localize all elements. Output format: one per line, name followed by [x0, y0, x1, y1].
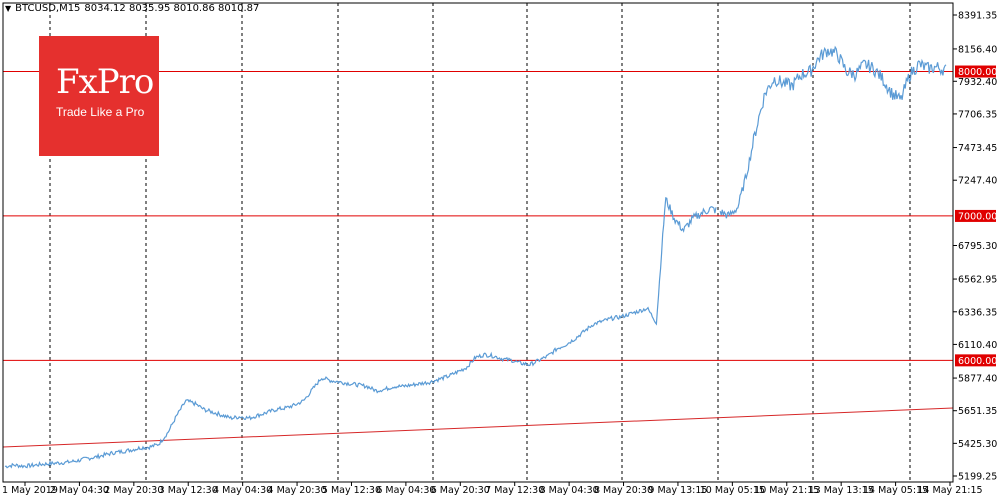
y-tick-label: 6562.95 — [958, 275, 997, 286]
x-tick-label: 9 May 13:15 — [648, 485, 707, 496]
y-tick-label: 7473.45 — [958, 143, 997, 154]
price-level-badge — [955, 65, 996, 78]
y-tick-label: 5199.25 — [958, 472, 997, 483]
price-series-line — [4, 45, 947, 469]
ohlc-values: 8034.12 8035.95 8010.86 8010.87 — [84, 3, 260, 14]
x-tick-label: 8 May 20:30 — [594, 485, 653, 496]
x-tick-label: 8 May 04:30 — [540, 485, 599, 496]
x-tick-label: 10 May 21:15 — [754, 485, 819, 496]
y-tick-label: 5651.35 — [958, 406, 997, 417]
x-tick-label: 1 May 2019 — [2, 485, 58, 496]
x-tick-label: 14 May 21:15 — [917, 485, 982, 496]
price-level-badge — [955, 354, 996, 367]
y-tick-label: 5877.40 — [958, 374, 997, 385]
x-tick-label: 5 May 12:30 — [322, 485, 381, 496]
logo-brand: FxPro — [56, 62, 154, 102]
price-level-label: 8000.00 — [958, 67, 997, 78]
price-level-badge — [955, 209, 996, 222]
x-tick-label: 13 May 13:15 — [809, 485, 874, 496]
y-tick-label: 6110.40 — [958, 340, 997, 351]
y-tick-label: 6336.35 — [958, 307, 997, 318]
logo-tagline: Trade Like a Pro — [56, 105, 145, 119]
x-tick-label: 10 May 05:15 — [700, 485, 765, 496]
x-tick-label: 14 May 05:15 — [863, 485, 928, 496]
x-tick-label: 2 May 20:30 — [104, 485, 163, 496]
price-level-label: 6000.00 — [958, 356, 997, 367]
y-tick-label: 7706.35 — [958, 109, 997, 120]
x-tick-label: 4 May 04:30 — [213, 485, 272, 496]
y-tick-label: 8156.40 — [958, 44, 997, 55]
dropdown-triangle-icon[interactable]: ▼ — [5, 4, 12, 13]
chart-header: ▼ BTCUSD,M15 8034.12 8035.95 8010.86 801… — [5, 3, 259, 14]
x-tick-label: 6 May 04:30 — [376, 485, 435, 496]
x-tick-label: 2 May 04:30 — [50, 485, 109, 496]
price-level-label: 7000.00 — [958, 211, 997, 222]
y-tick-label: 7932.40 — [958, 77, 997, 88]
y-tick-label: 8391.35 — [958, 11, 997, 22]
symbol-label: BTCUSD,M15 — [15, 3, 81, 14]
y-tick-label: 5425.30 — [958, 439, 997, 450]
x-tick-label: 3 May 12:30 — [159, 485, 218, 496]
y-tick-label: 6795.30 — [958, 241, 997, 252]
fxpro-logo: FxPro Trade Like a Pro — [39, 36, 159, 156]
plot-frame — [2, 2, 954, 483]
x-tick-label: 4 May 20:30 — [268, 485, 327, 496]
x-tick-label: 6 May 20:30 — [431, 485, 490, 496]
x-tick-label: 7 May 12:30 — [485, 485, 544, 496]
y-tick-label: 7247.40 — [958, 176, 997, 187]
